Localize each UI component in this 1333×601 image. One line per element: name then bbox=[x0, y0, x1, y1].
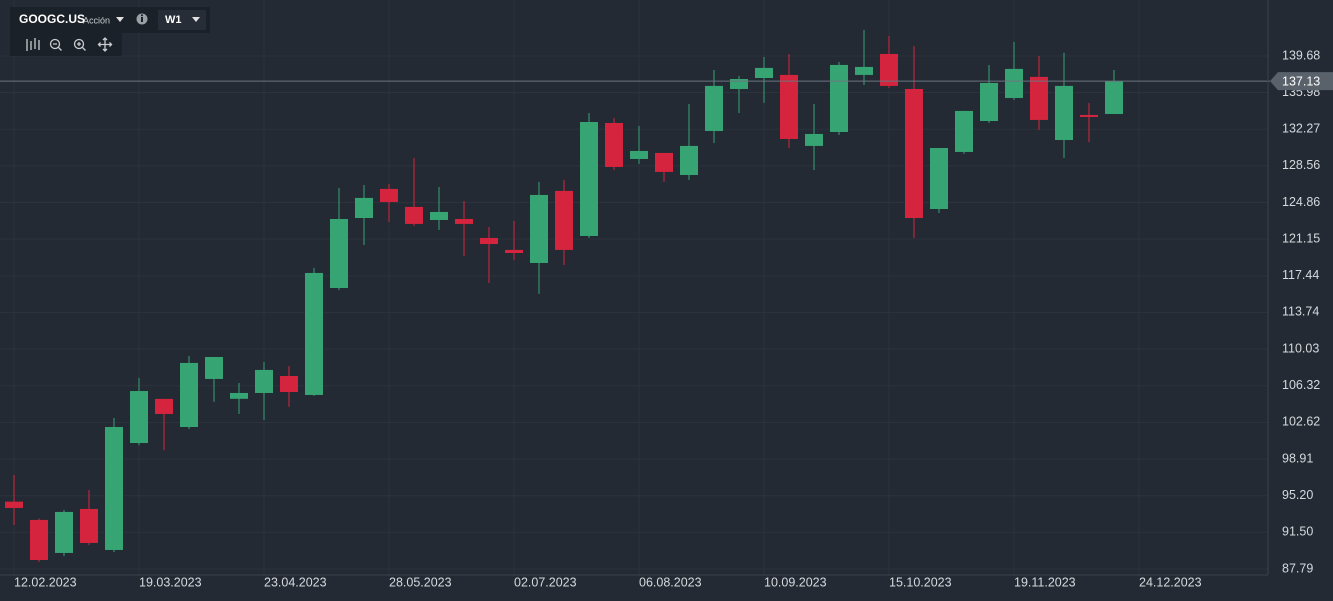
x-tick-label: 24.12.2023 bbox=[1139, 575, 1202, 589]
y-tick-label: 95.20 bbox=[1282, 488, 1313, 502]
candle-body bbox=[630, 150, 648, 159]
dropdown-arrow[interactable] bbox=[116, 17, 124, 22]
candle-body bbox=[105, 426, 123, 550]
candle-body bbox=[580, 121, 598, 236]
candle-body bbox=[530, 194, 548, 263]
tool-icons bbox=[26, 37, 113, 52]
candle-body bbox=[480, 237, 498, 244]
y-tick-label: 102.62 bbox=[1282, 415, 1320, 429]
x-tick-label: 02.07.2023 bbox=[514, 575, 577, 589]
candle-body bbox=[180, 362, 198, 427]
candle-body bbox=[1005, 68, 1023, 98]
asset-type: Acción bbox=[83, 15, 110, 25]
candle-body bbox=[380, 188, 398, 202]
candle-body bbox=[605, 122, 623, 167]
y-tick-label: 117.44 bbox=[1282, 268, 1319, 282]
candle-body bbox=[1105, 81, 1123, 114]
candle-body bbox=[430, 211, 448, 220]
candle-body bbox=[805, 133, 823, 146]
x-tick-label: 19.03.2023 bbox=[139, 575, 202, 589]
x-tick-label: 19.11.2023 bbox=[1014, 575, 1076, 589]
toolbar: GOOGC.US Acción W1 bbox=[10, 7, 210, 56]
zoom-in-glyph bbox=[77, 42, 86, 51]
y-tick-label: 124.86 bbox=[1282, 195, 1320, 209]
candle-body bbox=[655, 152, 673, 172]
candle-body bbox=[1055, 85, 1073, 140]
y-tick-label: 87.79 bbox=[1282, 561, 1313, 575]
candles bbox=[0, 29, 1270, 562]
y-tick-label: 121.15 bbox=[1282, 231, 1320, 245]
dropdown-arrow[interactable] bbox=[192, 17, 200, 22]
info-glyph bbox=[141, 14, 143, 17]
x-tick-label: 23.04.2023 bbox=[264, 575, 327, 589]
candle-body bbox=[980, 82, 998, 122]
zoom-in-icon[interactable] bbox=[73, 38, 85, 50]
timeframe[interactable]: W1 bbox=[165, 14, 182, 26]
zoom-out-glyph bbox=[53, 43, 62, 51]
x-tick-label: 12.02.2023 bbox=[14, 575, 77, 589]
timeframe-select[interactable] bbox=[158, 10, 206, 30]
y-tick-label: 91.50 bbox=[1282, 525, 1313, 539]
candle-body bbox=[355, 197, 373, 218]
candle-body bbox=[905, 88, 923, 218]
y-tick-label: 113.74 bbox=[1282, 305, 1319, 319]
x-tick-label: 15.10.2023 bbox=[889, 575, 952, 589]
y-tick-label: 98.91 bbox=[1282, 451, 1313, 465]
info-glyph bbox=[141, 17, 143, 22]
candle-body bbox=[330, 218, 348, 288]
candle-body bbox=[930, 148, 948, 210]
candle-body bbox=[780, 74, 798, 140]
candle-body bbox=[155, 398, 173, 414]
x-tick-label: 28.05.2023 bbox=[389, 575, 452, 589]
tools-bg bbox=[10, 33, 122, 56]
candle-body bbox=[305, 272, 323, 395]
candle-body bbox=[280, 375, 298, 393]
candle-body bbox=[455, 218, 473, 224]
candle-body bbox=[230, 392, 248, 399]
candle-body bbox=[405, 206, 423, 224]
candle-body bbox=[680, 145, 698, 175]
indicators-icon[interactable] bbox=[26, 38, 40, 51]
move-icon[interactable] bbox=[97, 37, 113, 52]
y-tick-label: 139.68 bbox=[1282, 48, 1320, 62]
candle-body bbox=[80, 508, 98, 543]
candle-body bbox=[130, 391, 148, 444]
x-tick-label: 06.08.2023 bbox=[639, 575, 702, 589]
candle-body bbox=[505, 249, 523, 253]
candle-body bbox=[705, 85, 723, 131]
candle-body bbox=[755, 67, 773, 79]
price-tag bbox=[1270, 72, 1333, 91]
x-tick-label: 10.09.2023 bbox=[764, 575, 827, 589]
symbol[interactable]: GOOGC.US bbox=[19, 12, 85, 26]
candle-body bbox=[880, 53, 898, 86]
candle-body bbox=[55, 511, 73, 553]
candle-body bbox=[5, 501, 23, 508]
candle-body bbox=[830, 64, 848, 132]
candle-body bbox=[555, 190, 573, 250]
candle-body bbox=[730, 78, 748, 89]
candle-body bbox=[1030, 76, 1048, 120]
y-tick-label: 128.56 bbox=[1282, 158, 1320, 172]
candle-body bbox=[955, 110, 973, 152]
labels: 87.79 91.50 95.20 98.91 102.62 106.32 110.03 11… bbox=[14, 48, 1333, 589]
candle-body bbox=[855, 66, 873, 75]
candle-body bbox=[30, 519, 48, 560]
candle-body bbox=[1080, 114, 1098, 117]
candle-body bbox=[205, 357, 223, 379]
y-tick-label: 132.27 bbox=[1282, 122, 1320, 136]
zoom-out-icon[interactable] bbox=[49, 38, 61, 50]
y-tick-label: 106.32 bbox=[1282, 378, 1320, 392]
candle-body bbox=[255, 369, 273, 393]
price-tag-label: 137.13 bbox=[1282, 74, 1320, 88]
y-tick-label: 110.03 bbox=[1282, 341, 1319, 355]
